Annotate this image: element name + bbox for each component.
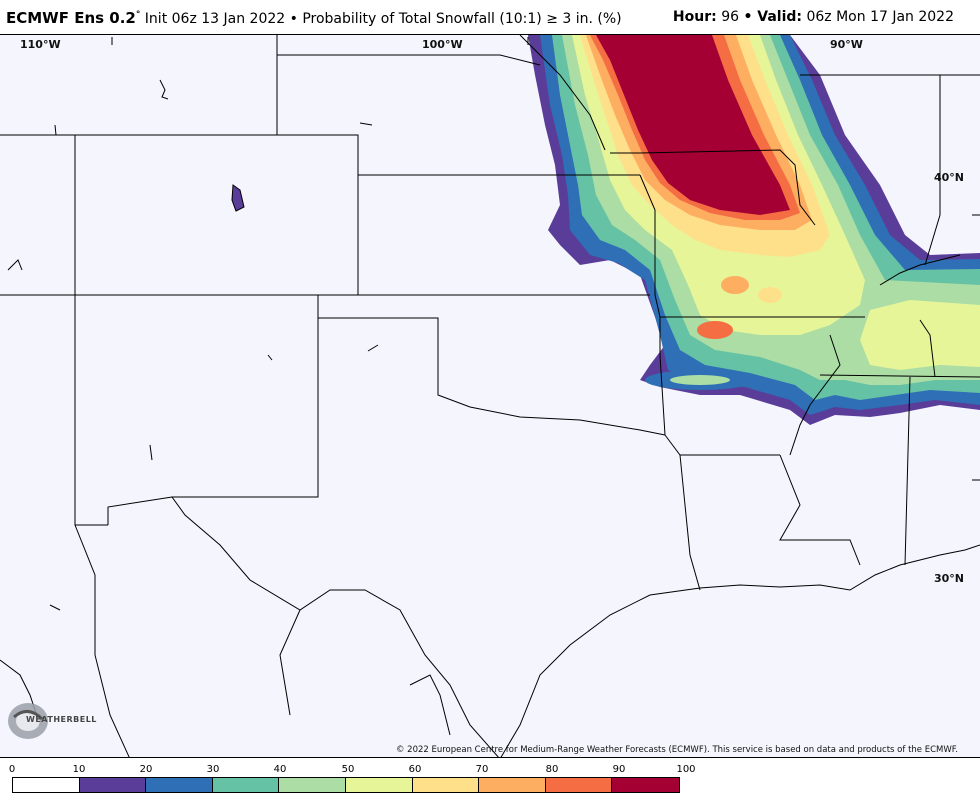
colorbar-tick: 40 xyxy=(273,764,287,775)
colorbar-swatch xyxy=(345,778,413,792)
prob-spot-south-lobe-inner xyxy=(670,375,730,385)
colorbar-tick: 20 xyxy=(139,764,153,775)
colorbar-swatch xyxy=(279,778,346,792)
lat-label-40n: 40°N xyxy=(934,171,965,184)
lakes xyxy=(7,79,379,611)
border-line xyxy=(904,376,911,566)
gulf-coastline xyxy=(500,544,980,757)
degree-symbol: ° xyxy=(135,10,141,20)
lat-label-30n: 30°N xyxy=(934,572,965,585)
mexico-boundary xyxy=(409,674,451,736)
colorbar-tick: 50 xyxy=(341,764,355,775)
border-line xyxy=(679,454,701,591)
border-line xyxy=(819,374,980,378)
header-title: ECMWF Ens 0.2° Init 06z 13 Jan 2022 • Pr… xyxy=(6,9,622,27)
border-line xyxy=(317,295,666,436)
colorbar-swatch xyxy=(13,778,80,792)
valid-label: • Valid: xyxy=(743,9,803,25)
border-line xyxy=(879,254,961,286)
border-line xyxy=(276,35,541,66)
lake xyxy=(159,79,169,100)
colorbar-ticks: 0 10 20 30 40 50 60 70 80 90 100 xyxy=(8,764,696,778)
border-line xyxy=(171,318,499,757)
lake xyxy=(359,122,373,126)
colorbar-swatch xyxy=(479,778,546,792)
map-canvas xyxy=(0,35,980,757)
lake xyxy=(49,604,61,611)
lake xyxy=(54,124,57,136)
colorbar-tick: 10 xyxy=(72,764,86,775)
lake xyxy=(267,354,273,361)
colorbar-swatch xyxy=(212,778,280,792)
colorbar-legend: 0 10 20 30 40 50 60 70 80 90 100 xyxy=(0,760,980,802)
coastline xyxy=(0,524,980,757)
colorbar-swatch xyxy=(545,778,613,792)
weatherbell-logo: WEATHERBELL xyxy=(4,697,96,743)
prob-contour-50-east xyxy=(860,300,980,370)
lon-label-110w: 110°W xyxy=(20,38,61,51)
border-line xyxy=(659,317,780,456)
copyright-notice: © 2022 European Centre for Medium-Range … xyxy=(395,745,958,755)
colorbar-swatch xyxy=(412,778,480,792)
colorbar-swatch xyxy=(79,778,147,792)
colorbar-tick: 100 xyxy=(676,764,696,775)
logo-text: WEATHERBELL xyxy=(26,715,97,724)
snowfall-probability-map: 110°W 100°W 90°W 40°N 30°N WEATHERBELL ©… xyxy=(0,34,980,758)
border-line xyxy=(919,319,936,378)
colorbar-tick: 90 xyxy=(612,764,626,775)
lake xyxy=(7,259,23,271)
graticule-ticks xyxy=(111,37,980,481)
colorbar-tick: 80 xyxy=(545,764,559,775)
header-valid-time: Hour: 96 • Valid: 06z Mon 17 Jan 2022 xyxy=(673,9,954,25)
map-header: ECMWF Ens 0.2° Init 06z 13 Jan 2022 • Pr… xyxy=(0,0,980,34)
colorbar-tick: 70 xyxy=(475,764,489,775)
lake xyxy=(367,344,379,352)
snowfall-probability-field xyxy=(528,35,980,425)
hour-value: 96 xyxy=(721,9,740,25)
header-description: Init 06z 13 Jan 2022 • Probability of To… xyxy=(144,11,622,27)
border-line xyxy=(0,134,359,296)
border-line xyxy=(610,149,816,226)
border-line xyxy=(74,135,108,526)
colorbar-tick: 0 xyxy=(8,764,16,775)
colorbar-swatch xyxy=(612,778,679,792)
colorbar-swatch xyxy=(146,778,213,792)
prob-spot-60-a xyxy=(758,287,782,303)
colorbar-tick: 30 xyxy=(206,764,220,775)
mexico-boundary xyxy=(279,609,301,716)
lon-label-100w: 100°W xyxy=(422,38,463,51)
border-line xyxy=(519,35,606,151)
border-line xyxy=(924,75,941,266)
logo-graphic xyxy=(8,703,48,739)
prob-spot-70 xyxy=(721,276,749,294)
prob-contour-90 xyxy=(596,35,790,215)
valid-value: 06z Mon 17 Jan 2022 xyxy=(806,9,954,25)
lake xyxy=(149,444,153,461)
border-line xyxy=(789,334,841,456)
model-name: ECMWF Ens 0.2 xyxy=(6,9,136,27)
lon-label-90w: 90°W xyxy=(830,38,863,51)
border-line xyxy=(779,454,861,566)
hour-label: Hour: xyxy=(672,9,717,25)
border-line xyxy=(639,174,865,318)
great-salt-lake xyxy=(231,184,245,212)
colorbar-tick: 60 xyxy=(408,764,422,775)
colorbar-swatches xyxy=(12,777,680,793)
mexico-boundary xyxy=(74,524,130,757)
prob-spot-80 xyxy=(697,321,733,339)
border-line xyxy=(107,496,173,525)
